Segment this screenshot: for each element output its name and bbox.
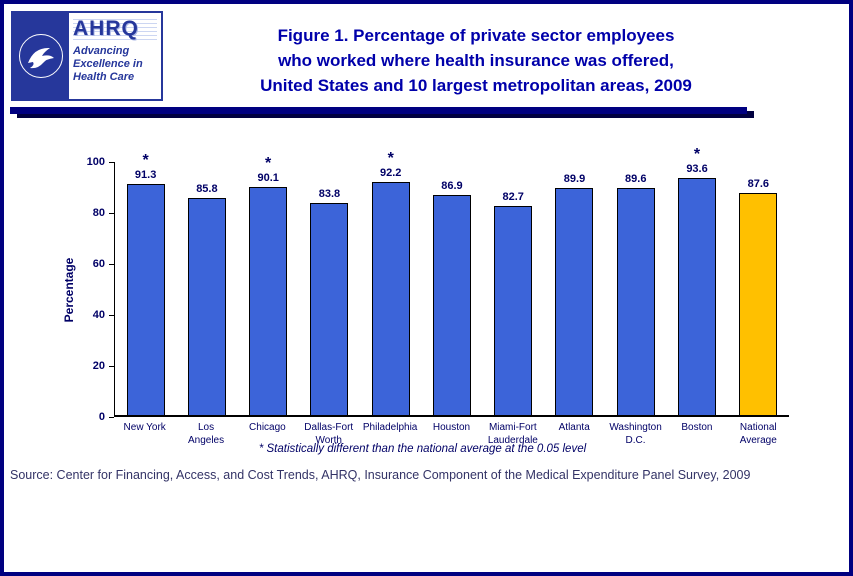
bar-value-label: 87.6	[747, 178, 769, 191]
category-label: Chicago	[249, 422, 286, 433]
category-label: Dallas-Fort Worth	[304, 422, 354, 446]
bar-value-label: 82.7	[502, 190, 524, 203]
y-tick-label: 60	[92, 258, 105, 270]
bar-value-label: 93.6	[686, 163, 708, 176]
hhs-eagle-icon	[13, 13, 69, 99]
figure-title: Figure 1. Percentage of private sector e…	[163, 11, 839, 98]
bar-column: 83.8	[299, 162, 360, 415]
y-tick-label: 80	[92, 207, 105, 219]
y-tick-mark	[109, 417, 114, 418]
y-tick-label: 20	[92, 360, 105, 372]
bar-value-label: 86.9	[441, 180, 463, 193]
bar-value-label: 92.2	[379, 166, 402, 179]
y-tick-mark	[109, 366, 114, 367]
title-line-1: Figure 1. Percentage of private sector e…	[277, 26, 675, 45]
header-divider-bar	[10, 107, 747, 114]
bar-column: * 93.6	[666, 146, 727, 415]
bar-column: * 92.2	[360, 150, 421, 415]
title-line-2: who worked where health insurance was of…	[278, 51, 674, 70]
bar	[432, 195, 471, 415]
bar	[494, 205, 533, 415]
bar-column: 89.9	[544, 162, 605, 415]
significance-asterisk: *	[387, 149, 394, 167]
bar-value-label: 91.3	[134, 169, 157, 182]
y-tick-mark	[109, 264, 114, 265]
bar-chart: Percentage 0 20 40 60 80 100 * 91.3 85.8 * 90.1 83…	[56, 146, 789, 446]
y-axis-title: Percentage	[62, 257, 76, 322]
category-label: New York	[123, 422, 166, 433]
y-tick-mark	[109, 162, 114, 163]
tagline-line-3: Health Care	[73, 71, 135, 83]
y-tick-mark	[109, 213, 114, 214]
y-tick-label: 0	[98, 411, 105, 423]
category-label: Los Angeles	[187, 422, 225, 446]
category-label: Miami-Fort Lauderdale	[487, 422, 538, 446]
bars: * 91.3 85.8 * 90.1 83.8 * 92.2 86.9 82.7 89.9 89.6 *…	[114, 146, 789, 417]
bar-column: * 91.3	[115, 152, 176, 415]
bar-column: 85.8	[176, 162, 237, 415]
significance-footnote: * Statistically different than the natio…	[258, 443, 587, 455]
y-axis: 0 20 40 60 80 100	[82, 156, 114, 423]
bar	[616, 188, 655, 415]
source-note: Source: Center for Financing, Access, an…	[10, 468, 751, 482]
significance-asterisk: *	[265, 155, 272, 173]
bar-column: * 90.1	[238, 155, 299, 415]
bar-value-label: 85.8	[196, 182, 218, 195]
bar	[555, 187, 594, 415]
title-line-3: United States and 10 largest metropolita…	[260, 76, 692, 95]
bar-value-label: 90.1	[257, 172, 279, 185]
bar-column: 82.7	[483, 162, 544, 415]
category-label: Philadelphia	[362, 422, 418, 433]
bar	[371, 181, 410, 415]
ahrq-logo: AHRQ Advancing Excellence in Health Care	[11, 11, 163, 101]
tagline-line-1: Advancing	[73, 45, 130, 57]
category-label: Houston	[432, 422, 471, 433]
category-labels: New York Los Angeles Chicago Dallas-Fort Wo…	[114, 421, 789, 447]
hhs-ring-icon	[19, 34, 63, 78]
category-label: Boston	[681, 422, 713, 433]
bar-column: 86.9	[421, 162, 482, 415]
header: AHRQ Advancing Excellence in Health Care…	[4, 4, 849, 101]
bar	[739, 193, 778, 415]
significance-asterisk: *	[142, 152, 149, 170]
bar-value-label: 83.8	[318, 188, 341, 200]
ahrq-wordmark: AHRQ	[73, 16, 157, 42]
plot-area: * 91.3 85.8 * 90.1 83.8 * 92.2 86.9 82.7 89.9 89.6 *…	[114, 146, 789, 446]
bar	[678, 178, 717, 415]
ahrq-logo-text-panel: AHRQ Advancing Excellence in Health Care	[69, 13, 161, 99]
bar	[249, 187, 288, 415]
bar-column: 89.6	[605, 162, 666, 415]
tagline-line-2: Excellence in	[73, 58, 143, 70]
category-label: Washington D.C.	[609, 422, 662, 446]
eagle-swoosh-icon	[28, 47, 54, 69]
y-tick-label: 40	[92, 309, 105, 321]
significance-asterisk: *	[693, 146, 701, 164]
bar	[310, 203, 349, 415]
bar	[187, 197, 226, 415]
bar	[126, 184, 165, 415]
bar-value-label: 89.6	[625, 173, 647, 186]
y-tick-label: 100	[86, 156, 105, 168]
y-tick-mark	[109, 315, 114, 316]
ahrq-tagline: Advancing Excellence in Health Care	[73, 45, 157, 84]
bar-column: 87.6	[728, 162, 789, 415]
category-label: Atlanta	[558, 422, 590, 433]
category-label: National Average	[739, 422, 777, 446]
bar-value-label: 89.9	[563, 172, 586, 185]
